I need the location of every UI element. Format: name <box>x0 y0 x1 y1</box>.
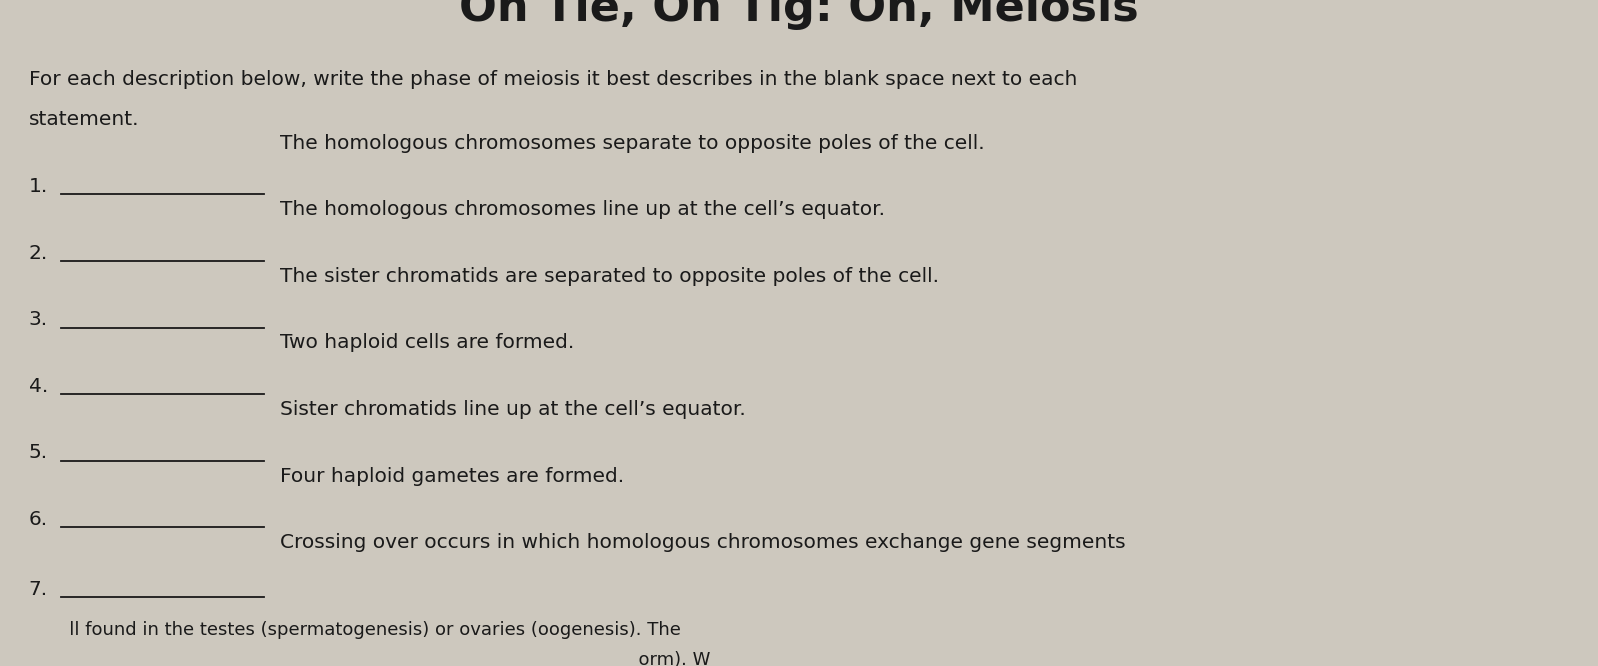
Text: 1.: 1. <box>29 177 48 196</box>
Text: Sister chromatids line up at the cell’s equator.: Sister chromatids line up at the cell’s … <box>280 400 745 419</box>
Text: 7.: 7. <box>29 580 48 599</box>
Text: Four haploid gametes are formed.: Four haploid gametes are formed. <box>280 467 623 486</box>
Text: Crossing over occurs in which homologous chromosomes exchange gene segments: Crossing over occurs in which homologous… <box>280 533 1125 552</box>
Text: 2.: 2. <box>29 244 48 262</box>
Text: The homologous chromosomes line up at the cell’s equator.: The homologous chromosomes line up at th… <box>280 200 885 219</box>
Text: 4.: 4. <box>29 377 48 396</box>
Text: Two haploid cells are formed.: Two haploid cells are formed. <box>280 334 574 352</box>
Text: 5.: 5. <box>29 444 48 462</box>
Text: 3.: 3. <box>29 310 48 329</box>
Text: ll found in the testes (spermatogenesis) or ovaries (oogenesis). The: ll found in the testes (spermatogenesis)… <box>29 621 681 639</box>
Text: 6.: 6. <box>29 510 48 529</box>
Text: orm). W: orm). W <box>29 651 710 666</box>
Text: On Tle, On Tlg: On, Meiosis: On Tle, On Tlg: On, Meiosis <box>459 0 1139 30</box>
Text: For each description below, write the phase of meiosis it best describes in the : For each description below, write the ph… <box>29 70 1077 89</box>
Text: statement.: statement. <box>29 110 139 129</box>
Text: The homologous chromosomes separate to opposite poles of the cell.: The homologous chromosomes separate to o… <box>280 134 984 153</box>
Text: The sister chromatids are separated to opposite poles of the cell.: The sister chromatids are separated to o… <box>280 267 938 286</box>
